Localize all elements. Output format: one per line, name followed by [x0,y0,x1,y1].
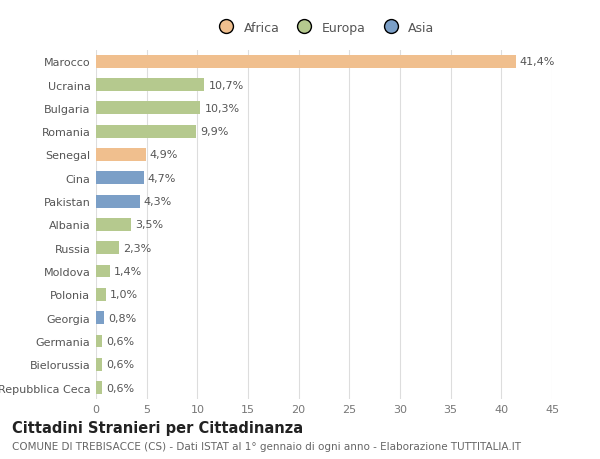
Text: 4,3%: 4,3% [143,196,172,207]
Bar [96,172,143,185]
Bar [96,312,104,325]
Bar [96,195,140,208]
Bar [96,102,200,115]
Text: 0,6%: 0,6% [106,359,134,369]
Bar [96,125,196,138]
Bar [96,335,102,347]
Bar [96,56,515,68]
Legend: Africa, Europa, Asia: Africa, Europa, Asia [209,17,439,39]
Bar [96,242,119,255]
Text: 2,3%: 2,3% [124,243,152,253]
Text: 1,4%: 1,4% [114,266,142,276]
Bar [96,149,146,162]
Text: 41,4%: 41,4% [520,57,555,67]
Bar [96,265,110,278]
Bar [96,79,205,92]
Text: 0,6%: 0,6% [106,336,134,346]
Bar [96,218,131,231]
Bar [96,381,102,394]
Text: 1,0%: 1,0% [110,290,139,300]
Text: 0,6%: 0,6% [106,383,134,393]
Text: Cittadini Stranieri per Cittadinanza: Cittadini Stranieri per Cittadinanza [12,420,303,435]
Bar [96,288,106,301]
Text: COMUNE DI TREBISACCE (CS) - Dati ISTAT al 1° gennaio di ogni anno - Elaborazione: COMUNE DI TREBISACCE (CS) - Dati ISTAT a… [12,441,521,451]
Text: 4,7%: 4,7% [148,174,176,184]
Text: 10,3%: 10,3% [205,104,239,114]
Text: 3,5%: 3,5% [136,220,164,230]
Text: 0,8%: 0,8% [108,313,136,323]
Text: 9,9%: 9,9% [200,127,229,137]
Text: 4,9%: 4,9% [150,150,178,160]
Text: 10,7%: 10,7% [208,80,244,90]
Bar [96,358,102,371]
